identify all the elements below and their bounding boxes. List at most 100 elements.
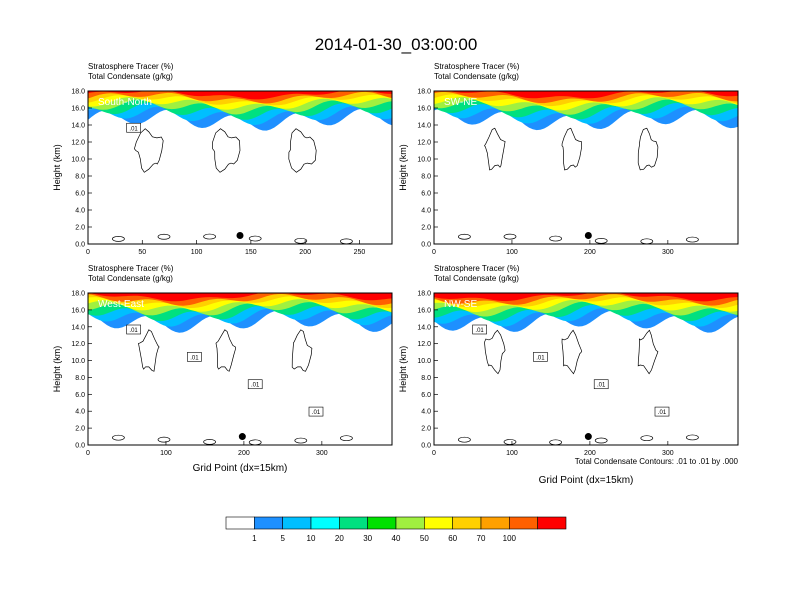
y-tick-label-5: 10.0	[71, 157, 85, 164]
panel-2: .01 .01 .01 .01 West-East Stratosphere Tracer…	[52, 264, 393, 474]
contour-1	[503, 233, 517, 240]
location-marker	[584, 232, 592, 239]
colorbar-label-1: 5	[280, 534, 285, 543]
x-tick-label-0: 0	[432, 450, 436, 457]
x-tick-label-0: 0	[432, 249, 436, 256]
contour-label-0: .01	[129, 126, 138, 132]
contour-5	[686, 236, 699, 243]
contour-1	[157, 436, 171, 443]
contour-label-box-0	[126, 122, 141, 133]
condensate-contours	[112, 128, 353, 244]
contour-1	[503, 439, 517, 445]
colorbar-box-5	[367, 516, 397, 530]
colorbar-label-2: 10	[307, 534, 316, 543]
colorbar-box-0	[225, 516, 255, 530]
tracer-layer-7	[434, 91, 738, 99]
contour-cloud-0	[484, 127, 506, 171]
y-tick-label-4: 8.0	[421, 375, 431, 382]
y-tick-label-7: 14.0	[417, 123, 431, 130]
tracer-layer-7	[88, 293, 392, 302]
contour-cloud-2	[291, 329, 313, 372]
tracer-layer-7	[434, 293, 738, 302]
condensate-contours	[112, 329, 353, 445]
field-label-2: Total Condensate (g/kg)	[88, 274, 173, 283]
panel-plot-area	[88, 293, 392, 445]
panel-plot-area	[88, 91, 392, 244]
field-label-1: Stratosphere Tracer (%)	[434, 62, 520, 71]
x-tick-label-2: 200	[238, 450, 250, 457]
colorbar: 1 5 10 20 30 40 50 60 70 100	[225, 516, 567, 543]
y-axis-label: Height (km)	[398, 144, 408, 191]
contour-note: Total Condensate Contours: .01 to .01 by…	[575, 457, 739, 466]
contour-label-box-1	[533, 352, 548, 362]
y-tick-label-4: 8.0	[421, 174, 431, 181]
y-tick-label-4: 8.0	[75, 375, 85, 382]
contour-label-2: .01	[251, 383, 260, 389]
contour-3	[594, 238, 608, 244]
contour-label-3: .01	[312, 410, 321, 416]
contour-0	[112, 434, 125, 441]
y-tick-label-6: 12.0	[417, 140, 431, 147]
condensate-contours	[458, 329, 699, 445]
x-tick-label-3: 300	[662, 450, 674, 457]
y-axis-label: Height (km)	[52, 144, 62, 191]
contour-2	[549, 439, 562, 445]
y-tick-label-2: 4.0	[421, 409, 431, 416]
contour-label-1: .01	[536, 355, 545, 361]
y-tick-label-3: 6.0	[75, 191, 85, 198]
colorbar-label-6: 50	[420, 534, 429, 543]
y-tick-label-8: 16.0	[417, 307, 431, 314]
field-label-1: Stratosphere Tracer (%)	[88, 264, 174, 273]
y-tick-label-1: 2.0	[75, 225, 85, 232]
contour-3	[594, 437, 608, 444]
field-label-2: Total Condensate (g/kg)	[434, 72, 519, 81]
contour-label-0: .01	[129, 328, 138, 334]
x-tick-label-1: 100	[506, 249, 518, 256]
contour-0	[458, 233, 471, 240]
x-tick-label-0: 0	[86, 249, 90, 256]
contour-label-box-2	[593, 379, 609, 390]
y-tick-label-3: 6.0	[421, 392, 431, 399]
contour-cloud-1	[561, 127, 583, 171]
colorbar-label-9: 100	[503, 534, 517, 543]
y-tick-label-8: 16.0	[417, 106, 431, 113]
contour-4	[294, 437, 308, 444]
y-tick-label-4: 8.0	[75, 174, 85, 181]
y-tick-label-9: 18.0	[71, 89, 85, 96]
contour-2	[203, 439, 216, 445]
panel-plot-area	[434, 91, 738, 244]
colorbar-box-2	[282, 516, 312, 530]
y-tick-label-9: 18.0	[417, 291, 431, 298]
y-tick-label-9: 18.0	[417, 89, 431, 96]
panel-frame	[433, 292, 739, 446]
x-tick-label-1: 100	[506, 450, 518, 457]
x-tick-label-3: 300	[662, 249, 674, 256]
y-tick-label-2: 4.0	[421, 208, 431, 215]
contour-1	[157, 233, 171, 240]
panel-1: SW-NE Stratosphere Tracer (%)Total Conden…	[398, 62, 739, 256]
contour-5	[340, 435, 353, 442]
location-marker	[238, 433, 246, 441]
contour-3	[248, 439, 262, 445]
field-label-2: Total Condensate (g/kg)	[88, 72, 173, 81]
panel-frame	[87, 90, 393, 245]
contour-label-box-1	[187, 352, 202, 362]
y-tick-label-1: 2.0	[421, 225, 431, 232]
contour-label-3: .01	[658, 410, 667, 416]
field-label-2: Total Condensate (g/kg)	[434, 274, 519, 283]
colorbar-label-7: 60	[448, 534, 457, 543]
contour-label-box-0	[126, 324, 141, 335]
colorbar-box-8	[452, 516, 482, 530]
colorbar-box-3	[310, 516, 340, 530]
figure-title: 2014-01-30_03:00:00	[315, 35, 478, 54]
y-tick-label-5: 10.0	[417, 157, 431, 164]
colorbar-box-9	[480, 516, 510, 530]
y-tick-label-0: 0.0	[421, 242, 431, 249]
contour-cloud-2	[637, 329, 659, 375]
y-tick-label-8: 16.0	[71, 307, 85, 314]
colorbar-label-8: 70	[477, 534, 486, 543]
y-tick-label-6: 12.0	[417, 341, 431, 348]
contour-5	[686, 434, 699, 441]
